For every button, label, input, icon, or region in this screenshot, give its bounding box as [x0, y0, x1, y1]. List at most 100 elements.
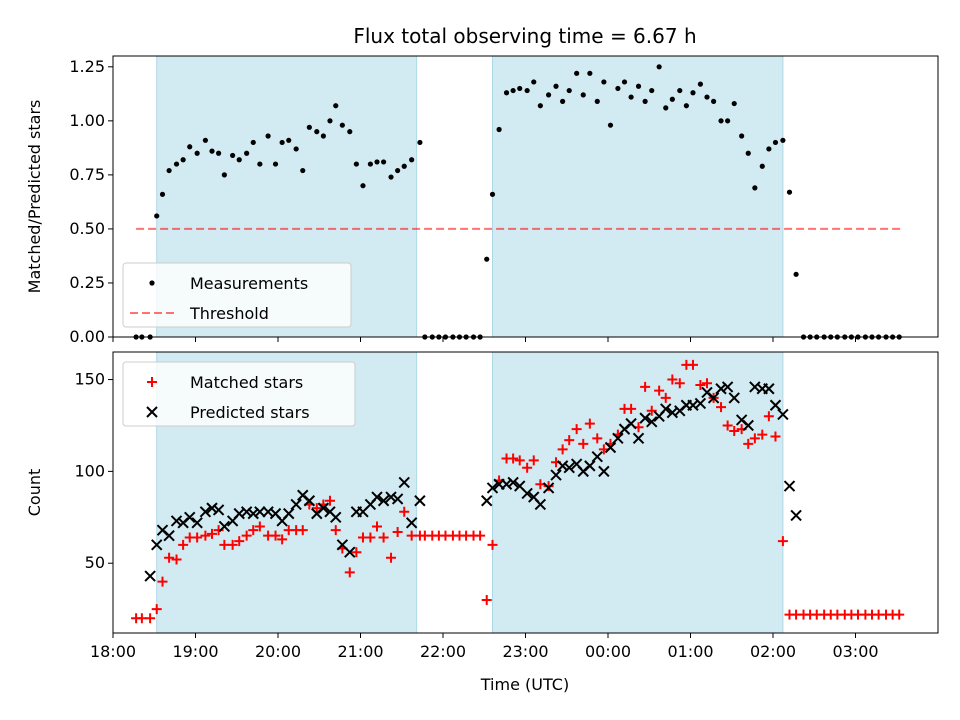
- data-point: [695, 380, 706, 391]
- data-point: [715, 383, 727, 395]
- data-point: [385, 491, 397, 503]
- data-point: [584, 460, 596, 472]
- data-point: [388, 174, 394, 180]
- legend-marker: [147, 377, 157, 387]
- data-point: [184, 511, 196, 524]
- data-point: [374, 159, 380, 165]
- data-point: [621, 79, 628, 85]
- data-point: [598, 444, 609, 455]
- data-point: [241, 530, 252, 541]
- data-point: [206, 502, 218, 514]
- data-point: [522, 462, 533, 473]
- x-tick-label: 02:00: [750, 642, 796, 661]
- data-point: [202, 137, 208, 143]
- data-point: [757, 429, 768, 440]
- data-point: [749, 433, 760, 444]
- data-point: [632, 432, 645, 445]
- data-point: [344, 567, 355, 578]
- y-tick-label: 1.00: [69, 111, 105, 130]
- data-point: [333, 103, 339, 109]
- data-point: [417, 139, 423, 146]
- data-point: [566, 87, 572, 94]
- y-tick-label: 100: [74, 461, 105, 480]
- data-point: [722, 420, 733, 431]
- data-point: [510, 87, 516, 94]
- data-point: [543, 481, 554, 492]
- data-point: [248, 525, 259, 536]
- data-point: [200, 530, 211, 541]
- data-point: [330, 511, 342, 524]
- data-point: [173, 161, 180, 167]
- legend: Matched stars Predicted stars: [122, 361, 356, 427]
- data-point: [690, 90, 696, 96]
- data-point: [759, 163, 765, 169]
- data-point: [546, 92, 552, 98]
- data-point: [399, 506, 410, 517]
- data-point: [587, 70, 593, 76]
- data-point: [674, 378, 685, 389]
- data-point: [314, 129, 320, 135]
- data-point: [154, 213, 160, 219]
- data-point: [481, 495, 493, 507]
- data-point: [560, 98, 566, 104]
- data-point: [171, 554, 182, 565]
- y-tick-label: 150: [74, 370, 105, 389]
- data-point: [528, 455, 539, 466]
- data-point: [254, 521, 265, 532]
- data-point: [743, 438, 754, 449]
- data-point: [646, 405, 657, 416]
- data-point: [707, 392, 720, 404]
- data-point: [607, 122, 614, 128]
- data-point: [353, 161, 359, 167]
- y-axis-label: Count: [25, 469, 44, 517]
- data-point: [320, 133, 326, 139]
- data-point: [272, 161, 279, 167]
- data-point: [221, 172, 227, 178]
- data-point: [303, 495, 316, 507]
- data-point: [702, 378, 712, 389]
- data-point: [324, 495, 335, 506]
- data-point: [534, 498, 547, 511]
- data-point: [601, 79, 607, 85]
- data-point: [381, 159, 387, 165]
- y-tick-label: 0.25: [69, 273, 105, 292]
- y-tick-label: 0.50: [69, 219, 105, 238]
- legend-label: Measurements: [190, 274, 308, 293]
- data-point: [729, 425, 740, 436]
- data-point: [578, 438, 589, 449]
- data-point: [209, 148, 215, 154]
- data-point: [728, 392, 740, 404]
- data-point: [487, 539, 498, 550]
- data-point: [159, 191, 166, 197]
- data-point: [769, 399, 782, 411]
- data-point: [615, 85, 621, 92]
- data-point: [556, 460, 569, 472]
- x-tick-label: 03:00: [832, 642, 878, 661]
- data-point: [639, 412, 651, 424]
- data-point: [626, 403, 637, 414]
- data-point: [564, 435, 575, 446]
- data-point: [378, 532, 389, 543]
- data-point: [531, 79, 537, 85]
- y-axis-label: Matched/Predicted stars: [25, 100, 44, 294]
- data-point: [218, 520, 231, 533]
- data-point: [236, 157, 242, 163]
- data-point: [240, 506, 253, 518]
- data-point: [192, 532, 203, 543]
- data-point: [550, 469, 562, 481]
- data-point: [739, 133, 745, 139]
- data-point: [244, 150, 250, 156]
- legend-label: Matched stars: [190, 373, 303, 392]
- data-point: [711, 98, 717, 104]
- data-point: [649, 87, 655, 94]
- data-point: [377, 495, 390, 507]
- data-point: [503, 90, 510, 96]
- data-point: [279, 139, 285, 146]
- data-point: [731, 100, 737, 107]
- data-point: [654, 385, 665, 396]
- data-point: [257, 161, 263, 167]
- data-point: [667, 374, 678, 385]
- data-point: [790, 509, 802, 522]
- data-point: [145, 613, 156, 624]
